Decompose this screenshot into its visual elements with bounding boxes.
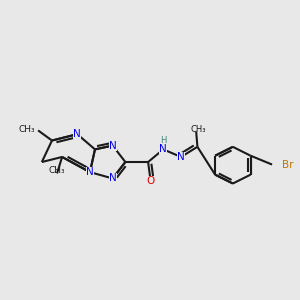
Text: O: O xyxy=(146,176,155,186)
Text: N: N xyxy=(74,129,81,139)
Text: N: N xyxy=(109,141,117,151)
Text: CH₃: CH₃ xyxy=(49,166,65,175)
Text: H: H xyxy=(160,136,167,145)
Text: N: N xyxy=(86,167,94,177)
Text: N: N xyxy=(159,144,167,154)
Text: N: N xyxy=(177,152,185,162)
Text: CH₃: CH₃ xyxy=(191,125,206,134)
Text: CH₃: CH₃ xyxy=(19,124,35,134)
Text: Br: Br xyxy=(282,160,294,170)
Text: N: N xyxy=(109,173,117,184)
